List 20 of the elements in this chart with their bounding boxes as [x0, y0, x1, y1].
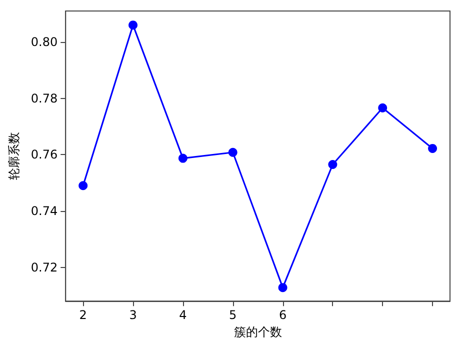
y-tick-label: 0.74 — [30, 204, 58, 218]
y-tick-label: 0.76 — [30, 148, 58, 162]
y-tick-label: 0.78 — [30, 91, 58, 106]
point — [78, 181, 88, 190]
x-tick-label: 3 — [129, 308, 137, 322]
point — [178, 154, 188, 163]
x-tick-label: 2 — [79, 308, 87, 322]
x-tick-label: 4 — [179, 308, 187, 322]
y-tick-label: 0.72 — [30, 260, 58, 274]
point — [328, 160, 338, 169]
y-tick-label: 0.80 — [30, 34, 58, 49]
point — [428, 144, 438, 153]
point — [228, 148, 238, 157]
point — [378, 103, 388, 112]
y-axis-title: 轮廓系数 — [7, 132, 21, 180]
point — [278, 283, 288, 292]
x-tick-label: 5 — [229, 308, 237, 322]
x-axis-title: 簇的个数 — [234, 325, 282, 339]
point — [128, 20, 138, 30]
x-tick-label: 6 — [278, 308, 287, 322]
